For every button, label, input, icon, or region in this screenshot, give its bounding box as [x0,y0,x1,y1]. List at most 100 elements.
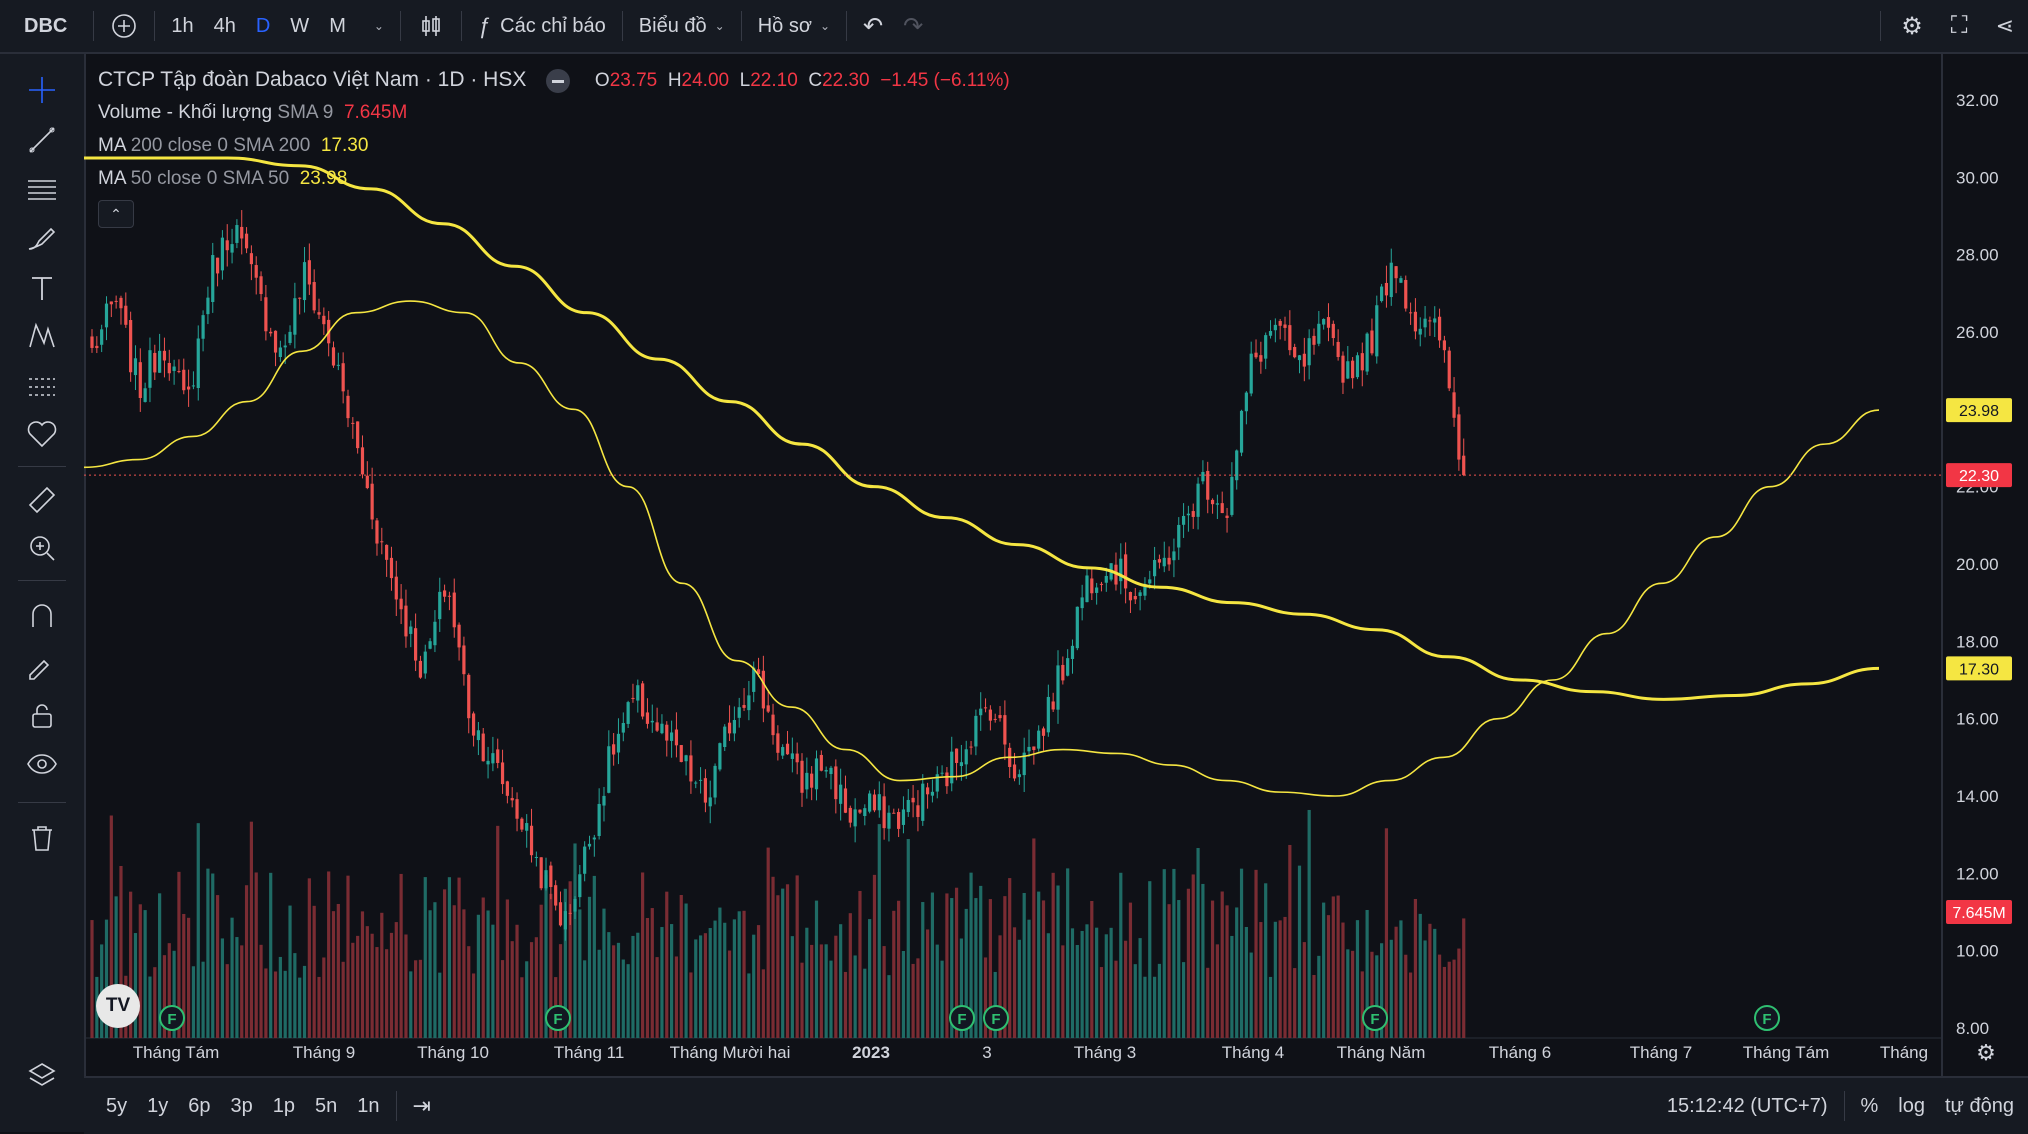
candle [365,475,369,489]
add-symbol-button[interactable] [100,0,148,52]
lock-tool[interactable] [0,694,84,738]
candle [583,846,587,874]
range-1p[interactable]: 1p [272,1094,295,1117]
percent-toggle[interactable]: % [1860,1094,1879,1117]
range-3p[interactable]: 3p [230,1094,253,1117]
candle [756,669,761,675]
indicators-button[interactable]: ƒ Các chỉ báo [468,0,616,52]
last-price-label: 22.30 [1959,468,1999,485]
log-toggle[interactable]: log [1898,1094,1925,1117]
volume-bar [476,914,480,1038]
redo-button[interactable]: ↷ [893,0,933,52]
settings-button[interactable]: ⚙ [1887,0,1937,52]
ma200-legend[interactable]: MA 200 close 0 SMA 200 17.30 [98,135,368,157]
legend-collapse-button[interactable]: ⌃ [98,200,134,228]
volume-bar [882,946,886,1038]
volume-bar [1017,939,1021,1038]
object-tree-tool[interactable] [0,1054,84,1098]
volume-legend[interactable]: Volume - Khối lượng SMA 9 7.645M [98,102,407,124]
volume-bar [539,904,543,1038]
profile-button[interactable]: Hồ sơ ⌄ [748,0,840,52]
tradingview-logo[interactable]: TV [96,984,140,1028]
event-marker [983,1005,1009,1031]
volume-bar [481,897,485,1038]
candle [882,796,886,829]
price-chart[interactable]: 32.0030.0028.0026.0024.0022.0020.0018.00… [83,54,2028,1076]
undo-button[interactable]: ↶ [853,0,893,52]
event-marker [1362,1005,1388,1031]
range-6p[interactable]: 6p [188,1094,211,1117]
interval-w[interactable]: W [290,14,310,37]
volume-bar [235,937,239,1038]
candle [602,795,606,806]
clock-display[interactable]: 15:12:42 (UTC+7) [1666,1094,1828,1117]
volume-bar [520,977,524,1038]
text-tool[interactable] [0,266,84,310]
volume-bar [612,945,616,1038]
interval-m[interactable]: M [329,14,346,37]
volume-bar [906,839,910,1038]
chart-type-button[interactable]: Biểu đồ ⌄ [629,0,735,52]
volume-bar [457,877,461,1038]
magnet-tool[interactable] [0,594,84,638]
fib-tool[interactable] [0,168,84,212]
stay-drawing-tool[interactable] [0,644,84,688]
volume-bar [196,823,200,1038]
symbol-search[interactable]: DBC [24,14,68,37]
volume-bar [1196,848,1200,1038]
low-value: 22.10 [750,70,798,91]
range-5y[interactable]: 5y [106,1094,128,1117]
range-5n[interactable]: 5n [315,1094,338,1117]
goto-date-button[interactable]: ⇥ [403,1078,441,1134]
interval-4h[interactable]: 4h [213,14,236,37]
volume-bar [940,960,944,1038]
volume-bar [1278,920,1282,1038]
candle [201,315,205,339]
volume-bar [1128,902,1133,1038]
candle [1307,338,1311,366]
auto-toggle[interactable]: tự động [1945,1094,2014,1117]
volume-bar [737,911,741,1038]
crosshair-tool[interactable] [0,68,84,112]
brush-tool[interactable] [0,216,84,260]
candle [974,715,978,747]
remove-tool[interactable] [0,816,84,860]
volume-bar [529,942,534,1038]
candle [302,262,307,301]
interval-dropdown[interactable]: ⌄ [356,0,394,52]
volume-bar [732,919,736,1038]
pattern-tool[interactable] [0,314,84,358]
chart-style-button[interactable] [407,0,455,52]
fullscreen-button[interactable]: ⛶ [1937,0,1982,52]
volume-bar [462,909,466,1038]
favorites-tool[interactable] [0,412,84,456]
candle [1365,333,1369,372]
trend-line-tool[interactable] [0,118,84,162]
volume-bar [853,955,857,1038]
volume-bar [317,976,321,1038]
candle [249,253,253,265]
measure-tool[interactable] [0,478,84,522]
candle [215,257,220,274]
candle [1206,470,1210,500]
range-1n[interactable]: 1n [357,1094,380,1117]
candle [558,902,563,926]
prediction-tool[interactable] [0,364,84,408]
candle [650,720,654,723]
share-button[interactable]: ⋖ [1982,0,2028,52]
prediction-icon [29,378,55,396]
hide-tool[interactable] [0,742,84,786]
x-tick-label: Tháng 7 [1630,1043,1692,1062]
volume-bar [1322,902,1326,1038]
chart-area[interactable]: 32.0030.0028.0026.0024.0022.0020.0018.00… [83,54,2028,1076]
ma50-legend[interactable]: MA 50 close 0 SMA 50 23.98 [98,168,347,190]
zoom-tool[interactable] [0,526,84,570]
candle [747,695,751,711]
interval-d[interactable]: D [255,14,271,37]
volume-bar [916,958,920,1038]
candle [573,898,577,912]
interval-1h[interactable]: 1h [171,14,194,37]
hide-series-button[interactable] [545,68,570,93]
volume-bar [631,935,635,1038]
range-1y[interactable]: 1y [147,1094,169,1117]
